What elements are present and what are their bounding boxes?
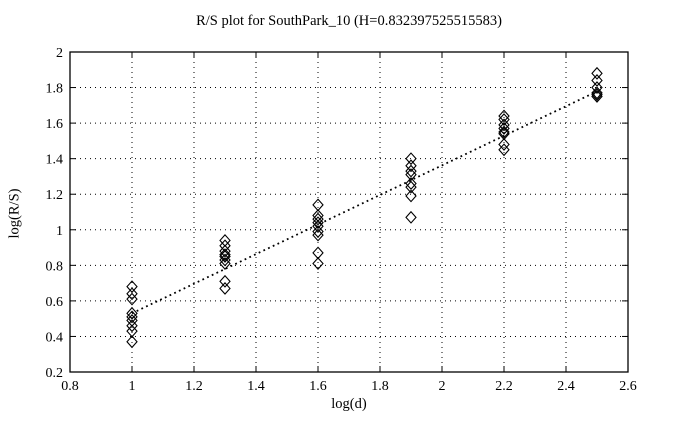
data-point-marker <box>126 310 138 324</box>
y-tick-label: 1.6 <box>46 117 64 132</box>
data-point-marker <box>591 74 603 87</box>
y-axis-label: log(R/S) <box>6 188 23 239</box>
data-point-marker <box>312 209 324 222</box>
y-tick-label: 2 <box>56 46 63 61</box>
data-point-marker <box>312 257 324 270</box>
data-point-marker <box>219 248 231 262</box>
x-tick-label: 2 <box>439 379 446 394</box>
data-point-marker <box>126 292 138 306</box>
data-point-marker <box>591 66 603 80</box>
x-axis-label: log(d) <box>331 396 367 412</box>
data-point-marker <box>405 159 417 173</box>
data-point-marker <box>312 219 324 233</box>
data-point-marker <box>312 228 324 242</box>
data-point-marker <box>591 86 603 100</box>
data-point-marker <box>219 257 231 270</box>
data-point-marker <box>591 90 603 103</box>
x-tick-label: 2.4 <box>557 379 575 394</box>
data-point-marker <box>312 212 324 226</box>
data-point-marker <box>219 282 231 295</box>
y-tick-label: 1.8 <box>46 82 64 97</box>
data-point-marker <box>126 319 138 333</box>
data-point-marker <box>405 180 417 194</box>
data-point-marker <box>219 253 231 267</box>
data-point-marker <box>219 274 231 288</box>
data-point-marker <box>219 244 231 258</box>
data-point-marker <box>312 225 324 238</box>
y-tick-label: 0.8 <box>46 259 64 274</box>
y-tick-label: 0.2 <box>46 366 64 381</box>
y-tick-label: 0.6 <box>46 295 64 310</box>
y-tick-label: 1.2 <box>46 188 64 203</box>
regression-line <box>131 92 595 315</box>
x-tick-label: 0.8 <box>61 379 79 394</box>
data-point-marker <box>498 143 510 157</box>
x-tick-label: 2.2 <box>495 379 513 394</box>
data-point-marker <box>498 125 510 139</box>
y-tick-label: 1.4 <box>46 153 64 168</box>
data-point-marker <box>498 109 510 123</box>
x-tick-label: 1 <box>129 379 136 394</box>
data-point-marker <box>312 198 324 212</box>
data-point-marker <box>219 250 231 263</box>
y-tick-label: 0.4 <box>46 330 64 345</box>
data-point-marker <box>591 81 603 94</box>
data-point-marker <box>498 122 510 135</box>
y-tick-label: 1 <box>56 224 63 239</box>
data-point-marker <box>126 280 138 294</box>
x-tick-label: 1.6 <box>309 379 327 394</box>
data-point-marker <box>312 216 324 230</box>
x-tick-label: 2.6 <box>619 379 637 394</box>
data-point-marker <box>405 177 417 190</box>
x-tick-label: 1.2 <box>185 379 203 394</box>
data-point-marker <box>405 189 417 203</box>
data-point-marker <box>405 152 417 166</box>
chart-title: R/S plot for SouthPark_10 (H=0.832397525… <box>196 13 502 29</box>
data-point-marker <box>126 335 138 349</box>
data-point-marker <box>405 164 417 178</box>
data-point-marker <box>498 113 510 126</box>
data-point-marker <box>498 138 510 151</box>
x-tick-label: 1.8 <box>371 379 389 394</box>
x-tick-label: 1.4 <box>247 379 265 394</box>
data-point-marker <box>405 168 417 182</box>
data-point-marker <box>126 306 138 320</box>
plot-border <box>69 51 629 373</box>
data-point-marker <box>591 88 603 102</box>
data-point-marker <box>498 118 510 132</box>
data-point-marker <box>405 210 417 224</box>
data-point-marker <box>126 287 138 301</box>
